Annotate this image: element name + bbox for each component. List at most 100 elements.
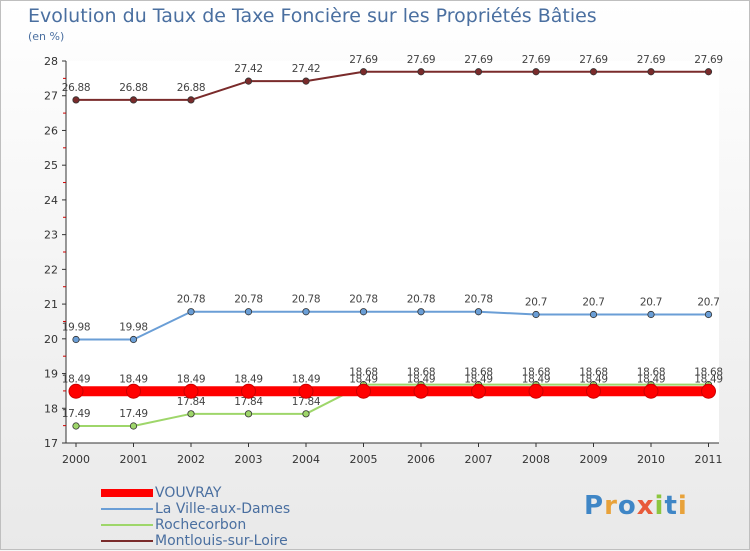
legend-label: VOUVRAY bbox=[155, 485, 222, 501]
data-point bbox=[647, 310, 655, 319]
data-label: 18.49 bbox=[349, 373, 378, 385]
data-label: 20.7 bbox=[640, 297, 662, 309]
data-label: 27.69 bbox=[522, 54, 551, 66]
x-tick-label: 2003 bbox=[235, 453, 263, 466]
data-point bbox=[244, 410, 253, 418]
data-point bbox=[72, 422, 80, 430]
data-label: 27.69 bbox=[349, 54, 378, 66]
y-tick-label: 24 bbox=[44, 194, 58, 207]
data-point bbox=[126, 383, 141, 399]
unit-label: (en %) bbox=[28, 30, 65, 43]
data-label: 27.69 bbox=[637, 54, 666, 66]
legend: VOUVRAY La Ville-aux-Dames Rochecorbon M… bbox=[101, 485, 290, 549]
data-label: 26.88 bbox=[177, 82, 206, 94]
data-label: 18.49 bbox=[292, 373, 321, 385]
data-label: 18.49 bbox=[522, 373, 551, 385]
data-label: 18.68 bbox=[522, 367, 551, 379]
y-tick-label: 27 bbox=[44, 90, 58, 103]
y-tick-label: 23 bbox=[44, 229, 58, 242]
data-label: 18.68 bbox=[637, 367, 666, 379]
legend-item-montlouis-sur-loire: Montlouis-sur-Loire bbox=[101, 533, 290, 549]
data-label: 18.49 bbox=[62, 373, 91, 385]
data-point bbox=[528, 383, 544, 399]
series-line bbox=[76, 383, 709, 427]
data-label: 18.49 bbox=[637, 373, 666, 385]
data-label: 18.68 bbox=[407, 367, 436, 379]
legend-label: Montlouis-sur-Loire bbox=[155, 533, 288, 549]
series-line bbox=[76, 70, 709, 101]
data-point bbox=[647, 68, 655, 76]
x-tick-label: 2002 bbox=[177, 453, 205, 466]
data-point bbox=[471, 383, 486, 399]
data-point bbox=[474, 308, 483, 316]
data-point bbox=[302, 77, 310, 85]
y-tick-label: 22 bbox=[44, 263, 58, 276]
x-tick-label: 2000 bbox=[62, 453, 90, 466]
data-point bbox=[701, 383, 716, 399]
data-point bbox=[129, 96, 138, 104]
legend-label: Rochecorbon bbox=[155, 517, 247, 533]
data-point bbox=[532, 310, 540, 319]
data-label: 20.7 bbox=[525, 297, 547, 309]
data-label: 18.68 bbox=[349, 367, 378, 379]
y-tick-label: 26 bbox=[44, 124, 58, 137]
data-label: 18.68 bbox=[464, 367, 493, 379]
data-point bbox=[532, 68, 540, 76]
data-point bbox=[298, 383, 314, 399]
data-point bbox=[704, 68, 713, 76]
data-point bbox=[586, 383, 601, 399]
data-point bbox=[68, 383, 84, 399]
x-tick-label: 2006 bbox=[407, 453, 435, 466]
data-point bbox=[187, 96, 195, 104]
data-point bbox=[129, 335, 138, 344]
data-point bbox=[474, 68, 483, 76]
data-label: 20.78 bbox=[407, 294, 436, 306]
logo-letter: t bbox=[664, 491, 678, 521]
x-tick-label: 2004 bbox=[292, 453, 320, 466]
y-tick-label: 19 bbox=[44, 368, 58, 381]
plot-background bbox=[66, 61, 719, 443]
data-point bbox=[183, 383, 199, 399]
data-point bbox=[302, 410, 310, 418]
series-line bbox=[76, 310, 709, 341]
data-label: 26.88 bbox=[119, 82, 148, 94]
data-label: 17.49 bbox=[119, 408, 148, 420]
data-label: 18.49 bbox=[119, 373, 148, 385]
data-label: 20.78 bbox=[349, 294, 378, 306]
data-point bbox=[244, 77, 253, 85]
y-tick-label: 17 bbox=[44, 437, 58, 450]
y-tick-label: 18 bbox=[44, 402, 58, 415]
legend-item-rochecorbon: Rochecorbon bbox=[101, 517, 290, 533]
data-point bbox=[643, 383, 659, 399]
data-label: 17.84 bbox=[292, 396, 321, 408]
data-point bbox=[72, 96, 80, 104]
x-tick-label: 2001 bbox=[120, 453, 148, 466]
data-label: 27.69 bbox=[579, 54, 608, 66]
data-point bbox=[413, 383, 429, 399]
data-label: 18.68 bbox=[579, 367, 608, 379]
y-tick-label: 20 bbox=[44, 333, 58, 346]
data-label: 27.42 bbox=[234, 63, 263, 75]
data-label: 17.49 bbox=[62, 408, 91, 420]
data-point bbox=[187, 410, 195, 418]
logo-letter: i bbox=[654, 491, 665, 521]
data-point bbox=[302, 308, 310, 316]
data-label: 20.7 bbox=[697, 297, 719, 309]
data-label: 27.69 bbox=[694, 54, 723, 66]
logo-letter: P bbox=[584, 491, 605, 521]
data-label: 18.49 bbox=[694, 373, 723, 385]
data-label: 20.78 bbox=[177, 294, 206, 306]
y-tick-label: 28 bbox=[44, 55, 58, 68]
data-label: 27.69 bbox=[407, 54, 436, 66]
legend-swatch bbox=[101, 508, 153, 510]
data-point bbox=[359, 308, 368, 316]
data-label: 19.98 bbox=[119, 322, 148, 334]
data-label: 18.49 bbox=[234, 373, 263, 385]
data-label: 19.98 bbox=[62, 322, 91, 334]
data-point bbox=[589, 68, 598, 76]
data-label: 18.49 bbox=[177, 373, 206, 385]
data-label: 18.68 bbox=[694, 367, 723, 379]
legend-swatch bbox=[101, 524, 153, 526]
